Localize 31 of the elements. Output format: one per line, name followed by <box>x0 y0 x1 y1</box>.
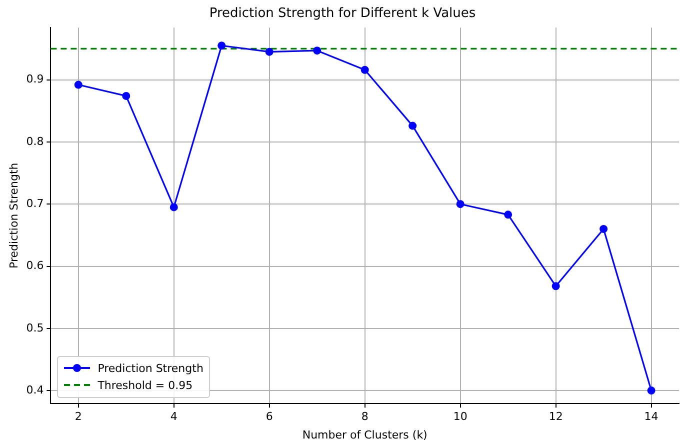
y-axis-title: Prediction Strength <box>7 162 20 268</box>
point <box>360 66 369 74</box>
y-tick-label: 0.8 <box>26 134 44 148</box>
y-tick-label: 0.4 <box>26 383 44 396</box>
point <box>600 224 608 233</box>
chart-title: Prediction Strength for Different k Values <box>209 6 476 22</box>
y-tick-label: 0.9 <box>26 72 44 86</box>
point <box>265 48 274 56</box>
point <box>313 46 322 55</box>
x-tick-label: 6 <box>266 410 273 424</box>
point <box>408 122 417 130</box>
y-tick-label: 0.7 <box>26 196 44 210</box>
x-tick-label: 4 <box>170 410 178 424</box>
point <box>647 386 656 395</box>
x-axis-title: Number of Clusters (k) <box>302 428 428 442</box>
point <box>170 203 178 212</box>
legend-label: Prediction Strength <box>98 362 204 375</box>
point <box>456 200 464 208</box>
point <box>122 92 130 100</box>
point <box>218 42 226 50</box>
point <box>74 80 82 89</box>
x-tick-label: 2 <box>74 410 82 424</box>
x-tick-label: 14 <box>644 410 658 424</box>
x-tick-label: 8 <box>361 410 368 424</box>
x-tick-label: 12 <box>548 410 563 424</box>
point <box>504 210 512 219</box>
x-tick-label: 10 <box>453 410 468 424</box>
y-tick-label: 0.5 <box>26 321 44 334</box>
y-tick-label: 0.6 <box>26 259 44 272</box>
legend-label: Threshold = 0.95 <box>98 378 193 392</box>
point <box>552 282 560 290</box>
